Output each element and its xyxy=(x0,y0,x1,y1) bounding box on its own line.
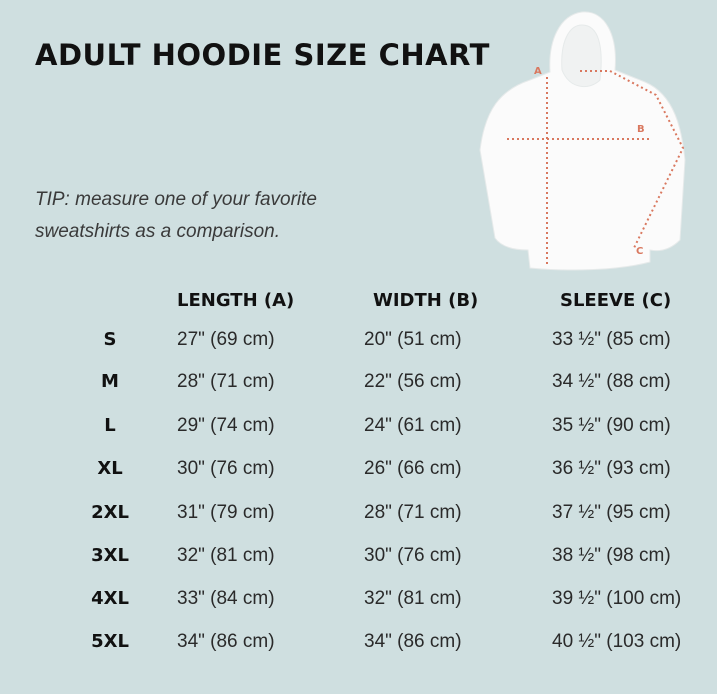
tip-line-2: sweatshirts as a comparison. xyxy=(35,221,280,242)
length-cell: 32" (81 cm) xyxy=(177,545,275,566)
tip-text: TIP: measure one of your favorite sweats… xyxy=(35,184,415,248)
length-cell: 30" (76 cm) xyxy=(177,458,275,479)
header-length: LENGTH (A) xyxy=(177,290,295,311)
width-cell: 24" (61 cm) xyxy=(364,415,462,436)
sleeve-cell: 37 ½" (95 cm) xyxy=(552,502,671,523)
size-label: 2XL xyxy=(91,502,129,523)
sleeve-cell: 39 ½" (100 cm) xyxy=(552,588,682,609)
sleeve-cell: 34 ½" (88 cm) xyxy=(552,371,671,392)
width-cell: 34" (86 cm) xyxy=(364,631,462,652)
width-cell: 20" (51 cm) xyxy=(364,329,462,350)
label-a: A xyxy=(534,66,542,77)
label-c: C xyxy=(636,246,643,257)
width-cell: 22" (56 cm) xyxy=(364,371,462,392)
width-cell: 30" (76 cm) xyxy=(364,545,462,566)
sleeve-cell: 36 ½" (93 cm) xyxy=(552,458,671,479)
size-label: 5XL xyxy=(91,631,129,652)
length-cell: 31" (79 cm) xyxy=(177,502,275,523)
sleeve-cell: 35 ½" (90 cm) xyxy=(552,415,671,436)
size-label: 3XL xyxy=(91,545,129,566)
header-sleeve: SLEEVE (C) xyxy=(560,290,672,311)
length-cell: 27" (69 cm) xyxy=(177,329,275,350)
length-cell: 34" (86 cm) xyxy=(177,631,275,652)
hoodie-image xyxy=(479,11,686,271)
width-cell: 26" (66 cm) xyxy=(364,458,462,479)
width-cell: 28" (71 cm) xyxy=(364,502,462,523)
page-title: ADULT HOODIE SIZE CHART xyxy=(35,38,490,72)
size-label: L xyxy=(104,415,116,436)
hoodie-diagram: A B C xyxy=(479,11,686,271)
size-label: 4XL xyxy=(91,588,129,609)
length-cell: 28" (71 cm) xyxy=(177,371,275,392)
length-cell: 29" (74 cm) xyxy=(177,415,275,436)
size-label: M xyxy=(101,371,119,392)
sleeve-line xyxy=(580,70,685,251)
sleeve-cell: 33 ½" (85 cm) xyxy=(552,329,671,350)
label-b: B xyxy=(637,124,645,135)
length-cell: 33" (84 cm) xyxy=(177,588,275,609)
sleeve-cell: 38 ½" (98 cm) xyxy=(552,545,671,566)
width-cell: 32" (81 cm) xyxy=(364,588,462,609)
size-label: XL xyxy=(97,458,123,479)
size-label: S xyxy=(103,329,117,350)
header-width: WIDTH (B) xyxy=(373,290,479,311)
tip-line-1: TIP: measure one of your favorite xyxy=(35,189,317,210)
sleeve-cell: 40 ½" (103 cm) xyxy=(552,631,682,652)
